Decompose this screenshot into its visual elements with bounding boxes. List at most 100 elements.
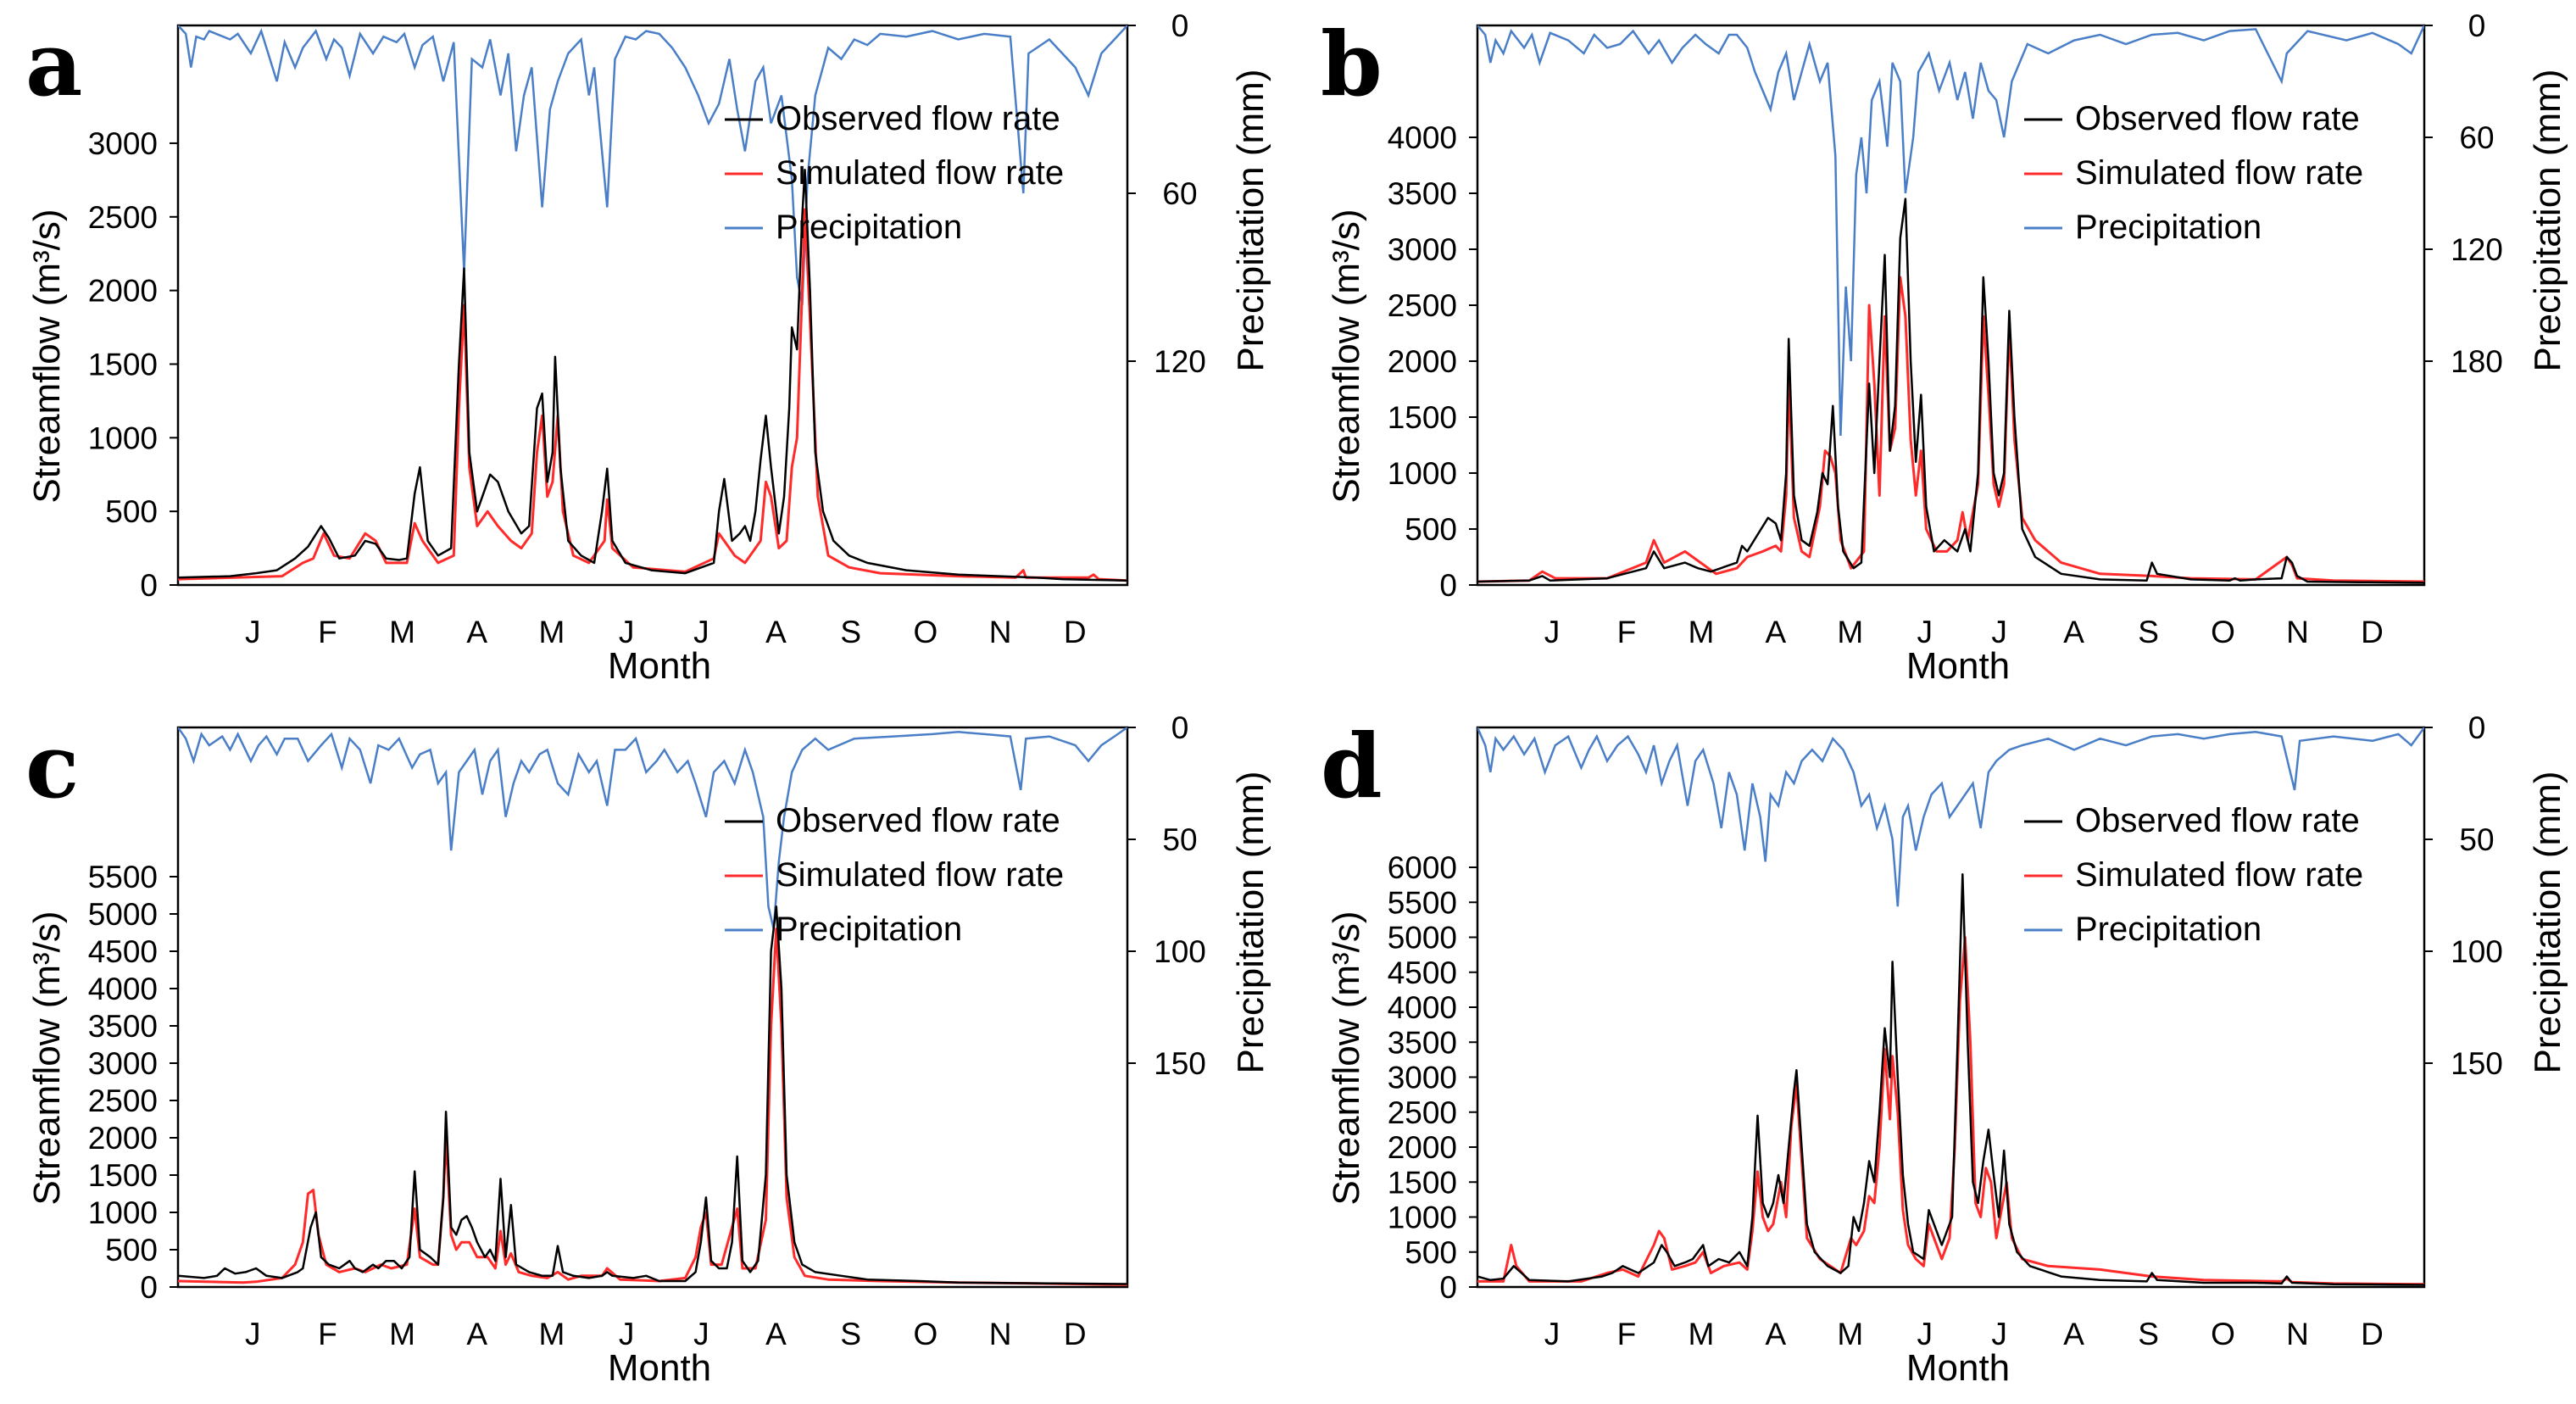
panel-a: a 0 500 1000 1500 2000 2500 3000 0 60 120 J F M A M J J A S… bbox=[25, 8, 1271, 687]
y-tick-label: 500 bbox=[1405, 1235, 1457, 1270]
y-tick-label: 3000 bbox=[88, 126, 158, 161]
y-axis-title: Streamflow (m³/s) bbox=[26, 911, 68, 1205]
month-label: D bbox=[2361, 615, 2384, 649]
y-tick-label: 1000 bbox=[1388, 456, 1457, 491]
month-label: O bbox=[2211, 615, 2235, 649]
series-precipitation bbox=[178, 25, 1127, 306]
y-tick-label: 1000 bbox=[88, 1195, 158, 1230]
panel-c: c050010001500200025003000350040004500500… bbox=[25, 710, 1271, 1389]
y-tick-label: 500 bbox=[105, 494, 158, 529]
series-simulated bbox=[1477, 936, 2424, 1286]
y2-tick-label: 60 bbox=[2459, 120, 2494, 155]
y2-axis-title: Precipitation (mm) bbox=[2527, 772, 2568, 1074]
legend: Observed flow rate Simulated flow rate Pre… bbox=[2024, 100, 2363, 246]
panel-b: b 0 500 1000 1500 2000 2500 3000 3500 4000 0 60 120 1… bbox=[1321, 8, 2568, 687]
y-tick-label: 4500 bbox=[88, 934, 158, 969]
series-precipitation bbox=[178, 727, 1127, 929]
month-label: S bbox=[840, 1317, 861, 1351]
month-label: M bbox=[1837, 615, 1863, 649]
y-tick-label: 6000 bbox=[1388, 850, 1457, 885]
y-tick-label: 0 bbox=[140, 1270, 158, 1305]
month-label: N bbox=[2286, 1317, 2309, 1351]
month-label: O bbox=[913, 615, 937, 649]
month-label: A bbox=[2063, 1317, 2084, 1351]
legend-label: Observed flow rate bbox=[2075, 802, 2360, 839]
legend-label: Observed flow rate bbox=[776, 100, 1060, 137]
y-tick-label: 1500 bbox=[1388, 400, 1457, 435]
month-label: J bbox=[1917, 615, 1933, 649]
y2-tick-label: 50 bbox=[1162, 822, 1197, 857]
legend-label: Simulated flow rate bbox=[776, 856, 1064, 894]
y2-tick-label: 0 bbox=[1171, 710, 1189, 745]
month-label: J bbox=[619, 615, 635, 649]
x-axis-title: Month bbox=[608, 645, 711, 687]
legend-label: Observed flow rate bbox=[2075, 100, 2360, 137]
y-tick-label: 1500 bbox=[88, 1158, 158, 1193]
month-label: A bbox=[1765, 1317, 1786, 1351]
y2-tick-label: 0 bbox=[2468, 8, 2486, 43]
y2-axis-title: Precipitation (mm) bbox=[1230, 70, 1271, 372]
plot-frame bbox=[176, 726, 1129, 1289]
y2-tick-label: 180 bbox=[2451, 344, 2503, 379]
month-label: J bbox=[619, 1317, 635, 1351]
series-observed bbox=[178, 168, 1127, 582]
panel-letter-b: b bbox=[1321, 12, 1383, 116]
y-axis-title: Streamflow (m³/s) bbox=[1326, 911, 1367, 1205]
series-observed bbox=[1477, 198, 2424, 584]
legend-label: Precipitation bbox=[2075, 911, 2262, 948]
y-tick-label: 3500 bbox=[88, 1009, 158, 1044]
legend: Observed flow rate Simulated flow rate Pre… bbox=[725, 100, 1064, 246]
legend: Observed flow rate Simulated flow rate Pre… bbox=[2024, 802, 2363, 948]
series-simulated bbox=[178, 928, 1127, 1286]
month-label: O bbox=[913, 1317, 937, 1351]
y2-tick-label: 150 bbox=[1154, 1046, 1206, 1081]
legend-label: Simulated flow rate bbox=[2075, 856, 2363, 894]
month-label: M bbox=[1688, 1317, 1714, 1351]
legend-label: Precipitation bbox=[2075, 209, 2262, 246]
month-label: J bbox=[245, 1317, 261, 1351]
y-tick-label: 2000 bbox=[88, 274, 158, 309]
month-label: S bbox=[2138, 1317, 2159, 1351]
y-tick-label: 2500 bbox=[88, 200, 158, 235]
y-tick-label: 0 bbox=[1439, 1270, 1457, 1305]
month-label: J bbox=[1544, 1317, 1561, 1351]
month-label: N bbox=[2286, 615, 2309, 649]
series-observed bbox=[1477, 873, 2424, 1286]
month-label: N bbox=[989, 1317, 1012, 1351]
series-precipitation bbox=[1477, 25, 2424, 437]
series-precipitation bbox=[1477, 727, 2424, 907]
y-tick-label: 2000 bbox=[1388, 1130, 1457, 1165]
y-tick-label: 1500 bbox=[88, 347, 158, 382]
month-label: S bbox=[2138, 615, 2159, 649]
month-label: A bbox=[1765, 615, 1786, 649]
series-simulated bbox=[178, 208, 1127, 582]
month-label: N bbox=[989, 615, 1012, 649]
month-label: D bbox=[2361, 1317, 2384, 1351]
month-label: M bbox=[539, 615, 565, 649]
month-label: J bbox=[1991, 1317, 2007, 1351]
y2-tick-label: 100 bbox=[2451, 934, 2503, 969]
y2-tick-label: 150 bbox=[2451, 1046, 2503, 1081]
legend-label: Precipitation bbox=[776, 209, 962, 246]
month-label: A bbox=[2063, 615, 2084, 649]
y2-tick-label: 50 bbox=[2459, 822, 2494, 857]
y-tick-label: 5500 bbox=[88, 860, 158, 894]
month-label: A bbox=[765, 1317, 787, 1351]
panel-d: d050010001500200025003000350040004500500… bbox=[1321, 710, 2568, 1389]
y-tick-label: 5000 bbox=[88, 897, 158, 932]
y2-tick-label: 60 bbox=[1162, 176, 1197, 211]
y-tick-label: 0 bbox=[140, 568, 158, 603]
y-tick-label: 5500 bbox=[1388, 885, 1457, 920]
month-label: J bbox=[1544, 615, 1561, 649]
y-tick-label: 3500 bbox=[1388, 1025, 1457, 1060]
y2-tick-label: 0 bbox=[2468, 710, 2486, 745]
legend-label: Simulated flow rate bbox=[776, 154, 1064, 192]
y-tick-label: 3500 bbox=[1388, 176, 1457, 211]
y2-tick-label: 0 bbox=[1171, 8, 1189, 43]
month-label: F bbox=[1617, 615, 1637, 649]
y-tick-label: 4000 bbox=[1388, 120, 1457, 155]
y-tick-label: 2500 bbox=[1388, 1095, 1457, 1130]
y2-tick-label: 100 bbox=[1154, 934, 1206, 969]
y-tick-label: 3000 bbox=[1388, 232, 1457, 267]
